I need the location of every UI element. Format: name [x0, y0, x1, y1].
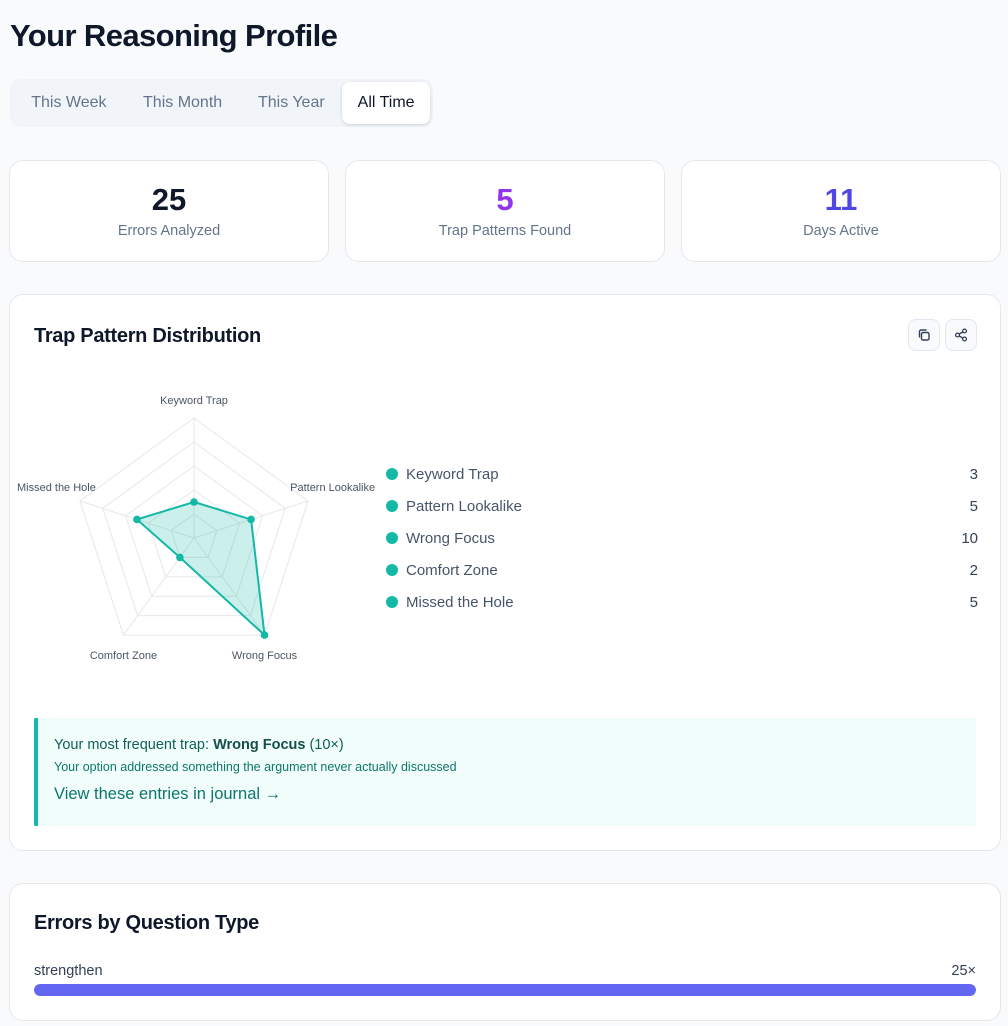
trap-distribution-card: Trap Pattern Distribution Keyword Trap Pa…	[9, 294, 1001, 851]
radar-data-point	[190, 498, 198, 506]
copy-icon	[918, 329, 930, 341]
radar-data-point	[260, 631, 269, 639]
legend-dot	[386, 500, 398, 512]
legend-item: Pattern Lookalike 5	[386, 490, 978, 522]
insight-trap-count: (10×)	[309, 737, 344, 753]
radar-data-point	[176, 553, 184, 562]
legend-value: 5	[969, 497, 978, 515]
trap-legend: Keyword Trap 3 Pattern Lookalike 5 Wrong Foc…	[386, 458, 978, 618]
insight-headline: Your most frequent trap: Wrong Focus (10…	[54, 737, 344, 753]
radar-axis-label: Comfort Zone	[90, 650, 157, 662]
radar-grid-ring	[124, 465, 264, 597]
insight-prefix: Your most frequent trap:	[54, 737, 214, 753]
question-type-bar-fill	[34, 984, 976, 996]
share-button[interactable]	[945, 319, 977, 351]
stat-card-trap-patterns: 5 Trap Patterns Found	[345, 160, 665, 262]
trap-distribution-title: Trap Pattern Distribution	[34, 325, 261, 347]
legend-dot	[386, 532, 398, 544]
legend-value: 10	[961, 529, 978, 547]
stat-label: Days Active	[803, 223, 879, 239]
time-range-tabs: This Week This Month This Year All Time	[10, 79, 433, 127]
legend-item: Comfort Zone 2	[386, 554, 978, 586]
legend-label: Missed the Hole	[406, 593, 514, 611]
radar-axis-line	[123, 537, 195, 636]
errors-by-question-type-card: Errors by Question Type strengthen 25×	[9, 883, 1001, 1021]
legend-dot	[386, 564, 398, 576]
legend-label: Comfort Zone	[406, 561, 498, 579]
stat-value: 11	[824, 182, 858, 217]
copy-button[interactable]	[908, 319, 940, 351]
radar-series-area	[134, 500, 266, 638]
radar-grid-ring	[147, 489, 241, 578]
stat-value: 5	[496, 182, 514, 217]
legend-value: 3	[969, 465, 978, 483]
question-type-bar-track	[34, 984, 976, 996]
radar-data-point	[133, 515, 141, 524]
stat-value: 25	[151, 182, 187, 217]
legend-dot	[386, 596, 398, 608]
stat-label: Trap Patterns Found	[438, 223, 572, 239]
share-icon	[954, 328, 968, 342]
radar-axis-label: Missed the Hole	[17, 482, 96, 494]
radar-axis-label: Pattern Lookalike	[290, 482, 375, 494]
view-journal-link[interactable]: View these entries in journal →	[54, 785, 282, 803]
page-title: Your Reasoning Profile	[10, 18, 338, 53]
radar-data-point	[247, 515, 255, 524]
radar-grid-ring	[79, 417, 309, 636]
legend-dot	[386, 468, 398, 480]
legend-label: Wrong Focus	[406, 529, 495, 547]
legend-label: Keyword Trap	[406, 465, 499, 483]
tab-this-week[interactable]: This Week	[31, 94, 107, 111]
radar-axis-line	[193, 537, 265, 636]
question-type-count: 25×	[951, 963, 976, 979]
radar-axis-label: Wrong Focus	[232, 650, 298, 662]
legend-value: 2	[969, 561, 978, 579]
stat-label: Errors Analyzed	[117, 223, 221, 239]
legend-item: Missed the Hole 5	[386, 586, 978, 618]
stat-card-days-active: 11 Days Active	[681, 160, 1001, 262]
tab-all-time[interactable]: All Time	[342, 82, 430, 124]
legend-item: Keyword Trap 3	[386, 458, 978, 490]
legend-label: Pattern Lookalike	[406, 497, 522, 515]
stat-card-errors-analyzed: 25 Errors Analyzed	[9, 160, 329, 262]
radar-grid-ring	[170, 513, 218, 558]
tab-this-year[interactable]: This Year	[257, 94, 325, 111]
legend-item: Wrong Focus 10	[386, 522, 978, 554]
radar-grid-ring	[102, 441, 286, 617]
question-type-title: Errors by Question Type	[34, 912, 260, 934]
legend-value: 5	[969, 593, 978, 611]
tab-this-month[interactable]: This Month	[143, 94, 223, 111]
radar-axis-label: Keyword Trap	[160, 395, 228, 407]
trap-radar-chart: Keyword Trap Pattern Lookalike Wrong Focus…	[17, 395, 375, 662]
insight-description: Your option addressed something the argu…	[54, 760, 457, 774]
most-frequent-trap-insight: Your most frequent trap: Wrong Focus (10…	[34, 718, 976, 826]
insight-trap-name: Wrong Focus	[213, 737, 306, 753]
question-type-label: strengthen	[34, 963, 103, 979]
